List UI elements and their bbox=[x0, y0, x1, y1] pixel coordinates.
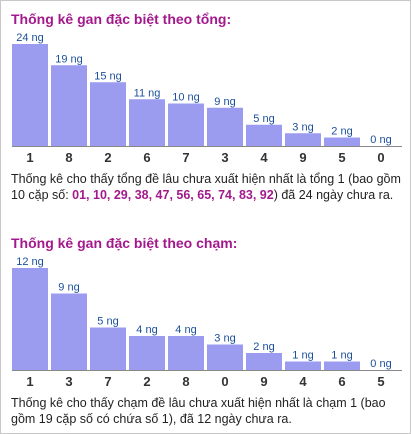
digit-desc-text: Thống kê cho thấy chạm đề lâu chưa xuất … bbox=[11, 396, 386, 426]
sum-tick-label: 3 bbox=[221, 150, 228, 165]
sum-bar-5 bbox=[324, 137, 360, 146]
sum-bar-8 bbox=[51, 65, 87, 146]
digit-value-label: 2 ng bbox=[253, 341, 274, 353]
sum-value-label: 3 ng bbox=[292, 121, 313, 133]
sum-bar-7 bbox=[168, 103, 204, 146]
sum-tick-label: 9 bbox=[299, 150, 306, 165]
digit-bar-2 bbox=[129, 336, 165, 370]
digit-bar-7 bbox=[90, 327, 126, 370]
digit-bar-9 bbox=[246, 353, 282, 370]
sum-value-label: 10 ng bbox=[172, 92, 200, 104]
sum-value-label: 19 ng bbox=[55, 53, 83, 65]
sum-chart-title: Thống kê gan đặc biệt theo tổng: bbox=[11, 11, 232, 27]
digit-bar-3 bbox=[51, 293, 87, 370]
digit-value-label: 9 ng bbox=[58, 282, 79, 294]
sum-value-label: 15 ng bbox=[94, 70, 122, 82]
digit-chart-title: Thống kê gan đặc biệt theo chạm: bbox=[11, 235, 238, 251]
digit-bar-8 bbox=[168, 336, 204, 370]
sum-desc-text-start: Thống kê cho thấy tổng đề lâu chưa xuất … bbox=[11, 172, 401, 202]
sum-tick-label: 2 bbox=[104, 150, 111, 165]
sum-tick-label: 8 bbox=[65, 150, 72, 165]
digit-tick-label: 3 bbox=[65, 374, 72, 389]
digit-bar-chart: 12 ng 1 9 ng 3 5 ng 7 4 ng 2 4 ng 8 3 ng 0 2 ng 9 1 ng… bbox=[12, 256, 402, 389]
digit-value-label: 0 ng bbox=[370, 358, 391, 370]
sum-value-label: 24 ng bbox=[16, 32, 44, 44]
sum-bar-9 bbox=[285, 133, 321, 146]
sum-bar-6 bbox=[129, 99, 165, 146]
sum-bar-2 bbox=[90, 82, 126, 146]
sum-desc-text-end: ) đã 24 ngày chưa ra. bbox=[273, 188, 394, 202]
sum-description: Thống kê cho thấy tổng đề lâu chưa xuất … bbox=[11, 171, 403, 203]
digit-tick-label: 0 bbox=[221, 374, 228, 389]
digit-value-label: 1 ng bbox=[331, 350, 352, 362]
sum-value-label: 9 ng bbox=[214, 96, 235, 108]
digit-tick-label: 8 bbox=[182, 374, 189, 389]
digit-bar-0 bbox=[207, 344, 243, 370]
digit-value-label: 4 ng bbox=[175, 324, 196, 336]
sum-bar-chart: 24 ng 1 19 ng 8 15 ng 2 11 ng 6 10 ng 7 9 ng 3 5 ng 4… bbox=[12, 32, 402, 165]
digit-bar-6 bbox=[324, 361, 360, 370]
sum-value-label: 0 ng bbox=[370, 134, 391, 146]
sum-value-label: 2 ng bbox=[331, 126, 352, 138]
sum-tick-label: 6 bbox=[143, 150, 150, 165]
digit-value-label: 5 ng bbox=[97, 316, 118, 328]
digit-description: Thống kê cho thấy chạm đề lâu chưa xuất … bbox=[11, 395, 403, 427]
sum-bar-3 bbox=[207, 107, 243, 146]
sum-tick-label: 1 bbox=[26, 150, 33, 165]
digit-tick-label: 2 bbox=[143, 374, 150, 389]
digit-value-label: 3 ng bbox=[214, 333, 235, 345]
digit-tick-label: 4 bbox=[299, 374, 307, 389]
digit-tick-label: 5 bbox=[377, 374, 384, 389]
sum-tick-label: 7 bbox=[182, 150, 189, 165]
sum-tick-label: 4 bbox=[260, 150, 268, 165]
sum-bar-1 bbox=[12, 44, 48, 146]
digit-value-label: 4 ng bbox=[136, 324, 157, 336]
digit-tick-label: 9 bbox=[260, 374, 267, 389]
digit-value-label: 12 ng bbox=[16, 256, 44, 268]
digit-tick-label: 7 bbox=[104, 374, 111, 389]
sum-bar-4 bbox=[246, 124, 282, 146]
digit-bar-1 bbox=[12, 268, 48, 370]
sum-tick-label: 5 bbox=[338, 150, 345, 165]
digit-bar-4 bbox=[285, 361, 321, 370]
digit-tick-label: 6 bbox=[338, 374, 345, 389]
sum-desc-pairs: 01, 10, 29, 38, 47, 56, 65, 74, 83, 92 bbox=[72, 188, 274, 202]
sum-value-label: 11 ng bbox=[134, 87, 161, 99]
digit-tick-label: 1 bbox=[26, 374, 33, 389]
digit-value-label: 1 ng bbox=[292, 350, 313, 362]
sum-tick-label: 0 bbox=[377, 150, 384, 165]
sum-value-label: 5 ng bbox=[253, 113, 274, 125]
